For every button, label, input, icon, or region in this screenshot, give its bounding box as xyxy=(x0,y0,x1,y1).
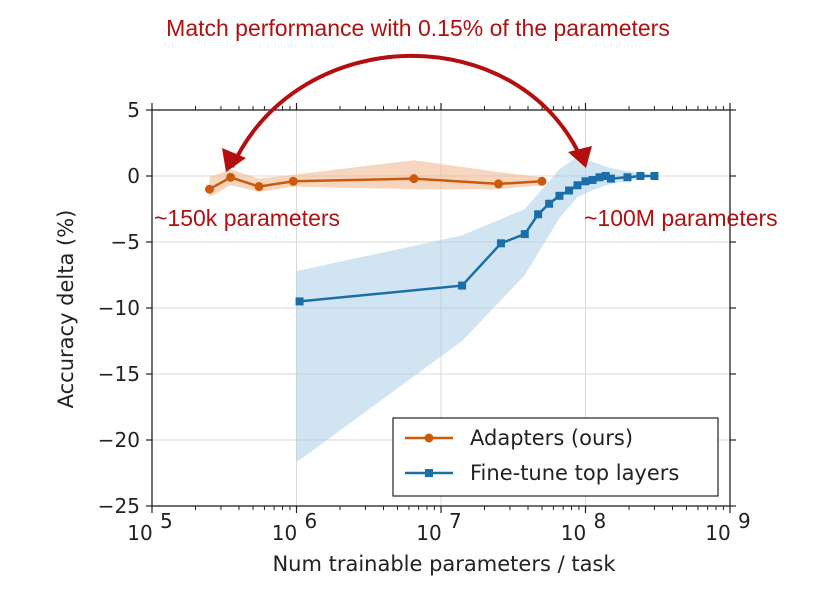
arrowhead-right xyxy=(568,146,592,168)
legend-label-finetune: Fine-tune top layers xyxy=(470,461,679,485)
legend-marker-adapters xyxy=(424,433,434,443)
x-tick-exponent: 7 xyxy=(449,509,462,533)
data-point-finetune xyxy=(545,199,554,208)
data-point-adapters xyxy=(288,176,298,186)
legend-box xyxy=(392,417,719,497)
data-point-finetune xyxy=(595,173,604,182)
axis-labels: 5 0 −5 −10 −15 −20 −25 10 5 10 6 10 7 10 8 10 9 xyxy=(98,98,751,545)
data-point-finetune xyxy=(520,230,529,239)
data-point-finetune xyxy=(458,281,467,290)
y-tick-label: 0 xyxy=(127,164,140,188)
series-lines xyxy=(205,172,659,306)
y-tick-label: −5 xyxy=(111,230,140,254)
data-point-finetune xyxy=(581,177,590,186)
data-point-finetune xyxy=(565,186,574,195)
legend-marker-finetune xyxy=(425,469,433,477)
data-point-adapters xyxy=(205,184,215,194)
headline-annotation: Match performance with 0.15% of the para… xyxy=(166,15,670,41)
confidence-bands xyxy=(209,156,655,463)
x-tick-exponent: 5 xyxy=(160,509,173,533)
x-tick-label: 10 xyxy=(561,521,586,545)
y-tick-label: 5 xyxy=(127,98,140,122)
arrowhead-left xyxy=(222,148,246,172)
legend-label-adapters: Adapters (ours) xyxy=(470,426,633,450)
data-point-adapters xyxy=(226,172,236,182)
data-point-adapters xyxy=(409,174,419,184)
x-tick-exponent: 9 xyxy=(738,509,751,533)
data-point-finetune xyxy=(573,181,582,190)
data-point-finetune xyxy=(295,297,304,306)
axis-ticks xyxy=(146,103,736,513)
right-annotation: ~100M parameters xyxy=(584,205,778,231)
data-point-finetune xyxy=(650,172,659,180)
y-tick-label: −15 xyxy=(98,362,140,386)
data-point-finetune xyxy=(588,175,597,184)
y-tick-label: −10 xyxy=(98,296,140,320)
x-tick-label: 10 xyxy=(127,521,152,545)
data-point-adapters xyxy=(494,179,504,189)
x-tick-label: 10 xyxy=(272,521,297,545)
data-point-finetune xyxy=(606,174,615,183)
left-annotation: ~150k parameters xyxy=(154,205,340,231)
data-point-finetune xyxy=(623,173,632,182)
x-tick-exponent: 6 xyxy=(305,509,318,533)
y-axis-title: Accuracy delta (%) xyxy=(54,210,78,409)
y-tick-label: −25 xyxy=(98,494,140,518)
data-point-finetune xyxy=(496,239,505,248)
data-point-finetune xyxy=(555,191,564,200)
x-axis-title: Num trainable parameters / task xyxy=(272,552,616,576)
band-finetune xyxy=(296,156,655,463)
x-tick-label: 10 xyxy=(416,521,441,545)
data-point-adapters xyxy=(254,182,264,192)
data-point-finetune xyxy=(534,210,543,219)
x-tick-exponent: 8 xyxy=(594,509,607,533)
y-tick-label: −20 xyxy=(98,428,140,452)
data-point-finetune xyxy=(636,172,645,180)
data-point-finetune xyxy=(601,172,610,180)
data-point-adapters xyxy=(537,176,547,186)
double-arrow-curve xyxy=(230,53,584,168)
x-tick-label: 10 xyxy=(705,521,730,545)
legend: Adapters (ours) Fine-tune top layers xyxy=(392,417,719,497)
